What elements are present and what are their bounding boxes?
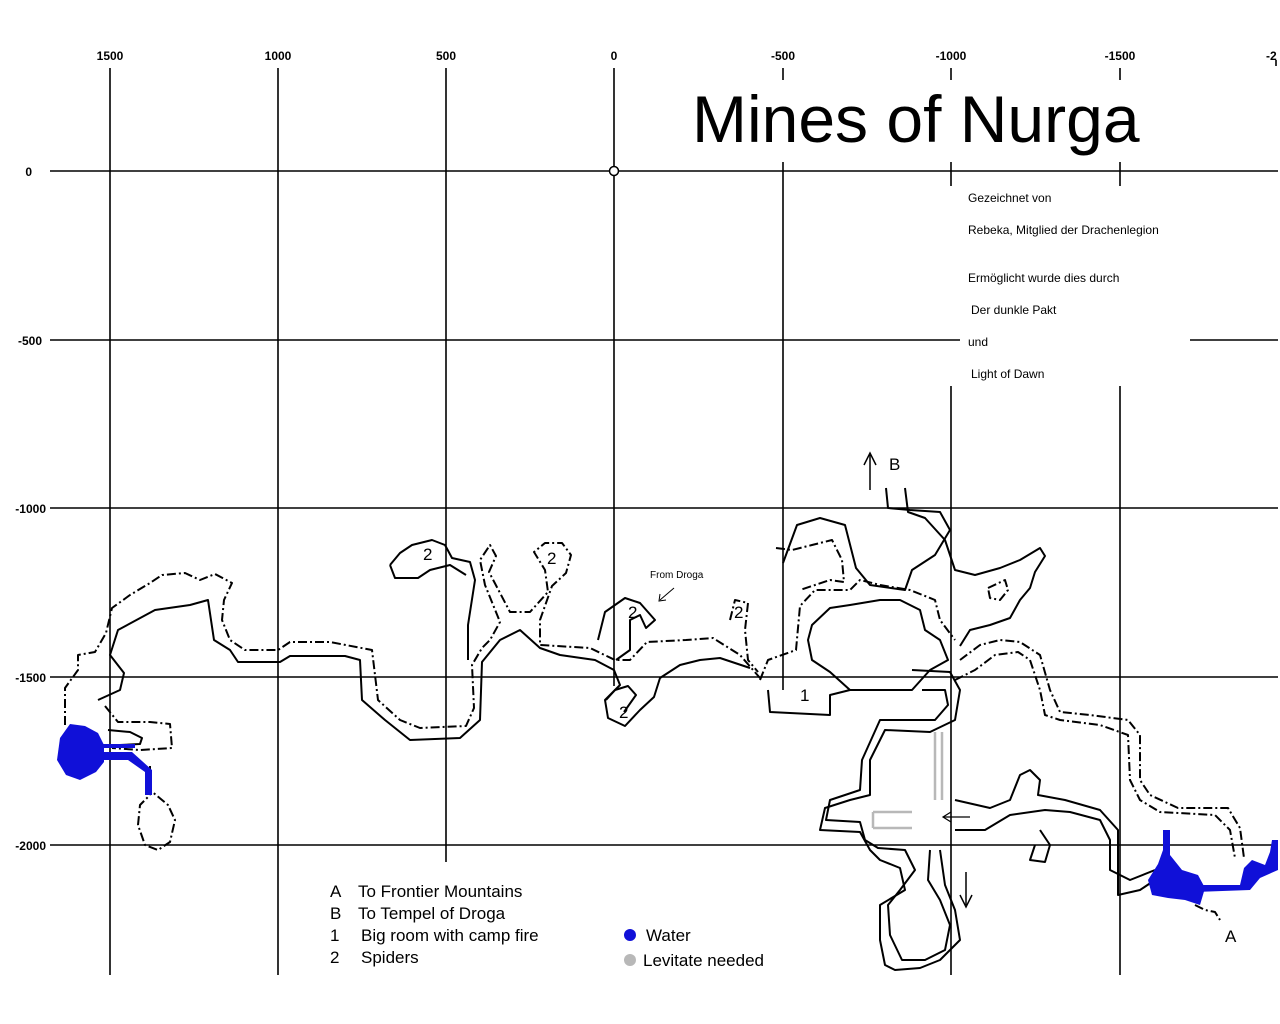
water-legend-dot bbox=[624, 929, 636, 941]
tunnel-wall bbox=[104, 705, 173, 751]
tunnel-wall bbox=[955, 809, 1156, 881]
x-tick-label: -1000 bbox=[936, 49, 967, 63]
y-tick-label: -500 bbox=[18, 334, 42, 348]
marker-spider: 2 bbox=[628, 603, 637, 622]
water-channel-west-top bbox=[100, 744, 135, 748]
legend-text: Big room with camp fire bbox=[361, 926, 539, 945]
legend-text: To Tempel of Droga bbox=[358, 904, 506, 923]
from-droga-label: From Droga bbox=[650, 570, 704, 581]
tunnel-wall bbox=[1194, 904, 1221, 921]
levitate-shaft bbox=[871, 810, 912, 830]
legend-text: To Frontier Mountains bbox=[358, 882, 522, 901]
tunnel-wall bbox=[97, 599, 751, 741]
from-droga-arrow bbox=[659, 587, 675, 601]
y-axis-labels: 0 -500 -1000 -1500 -2000 bbox=[15, 165, 46, 853]
room-wall bbox=[782, 487, 951, 591]
tunnel-wall bbox=[819, 669, 961, 971]
levitate-shaft bbox=[933, 732, 944, 800]
tunnel-wall bbox=[959, 639, 1245, 859]
legend-key: B bbox=[330, 904, 341, 923]
map-title: Mines of Nurga bbox=[692, 82, 1140, 156]
water-areas bbox=[57, 724, 1278, 905]
legend-key: 1 bbox=[330, 926, 339, 945]
credits-block: Gezeichnet von Rebeka, Mitglied der Drac… bbox=[968, 191, 1159, 381]
x-tick-label: 0 bbox=[611, 49, 618, 63]
room-wall bbox=[987, 579, 1009, 601]
tunnel-wall bbox=[729, 599, 759, 673]
y-tick-label: -2000 bbox=[15, 839, 46, 853]
marker-room-1: 1 bbox=[800, 686, 809, 705]
arrow-up-icon bbox=[863, 451, 877, 466]
y-tick-label: 0 bbox=[25, 165, 32, 179]
tunnel-wall bbox=[389, 539, 476, 660]
map-markers: B A 1 2 2 2 2 2 From Droga bbox=[423, 451, 1237, 946]
water-pool-east bbox=[1148, 830, 1205, 905]
tunnel-wall bbox=[825, 689, 951, 961]
tunnel-wall bbox=[137, 766, 176, 851]
credit-line: und bbox=[968, 335, 988, 349]
title-backdrop bbox=[690, 82, 1150, 160]
room-wall bbox=[775, 539, 845, 591]
x-tick-label: -2 bbox=[1266, 49, 1277, 63]
credit-line: Light of Dawn bbox=[971, 367, 1044, 381]
coordinate-grid bbox=[50, 60, 1278, 975]
tunnel-wall bbox=[107, 729, 143, 746]
tunnel-wall bbox=[597, 597, 656, 661]
levitate-sections bbox=[871, 732, 944, 830]
marker-spider: 2 bbox=[619, 703, 628, 722]
levitate-legend-dot bbox=[624, 954, 636, 966]
water-channel-east bbox=[1195, 840, 1278, 892]
x-tick-label: 1500 bbox=[97, 49, 124, 63]
levitate-legend-label: Levitate needed bbox=[643, 951, 764, 970]
arrow-down-icon bbox=[959, 894, 973, 909]
tunnel-wall bbox=[954, 651, 1236, 859]
origin-marker bbox=[608, 165, 620, 177]
cave-tunnels bbox=[64, 487, 1245, 971]
marker-spider: 2 bbox=[734, 603, 743, 622]
marker-b: B bbox=[889, 455, 900, 474]
legend: A To Frontier Mountains B To Tempel of D… bbox=[330, 882, 764, 970]
water-channel-west bbox=[100, 752, 152, 795]
from-droga-arrow-icon bbox=[658, 593, 667, 602]
tunnel-wall bbox=[1029, 829, 1051, 863]
credit-line: Der dunkle Pakt bbox=[971, 303, 1057, 317]
tunnel-wall bbox=[64, 542, 761, 729]
credits-backdrop bbox=[960, 186, 1190, 386]
arrow-left-icon bbox=[941, 811, 952, 823]
legend-key: 2 bbox=[330, 948, 339, 967]
room-wall bbox=[759, 579, 956, 681]
x-tick-label: -1500 bbox=[1105, 49, 1136, 63]
x-tick-label: 1000 bbox=[265, 49, 292, 63]
legend-key: A bbox=[330, 882, 342, 901]
legend-text: Spiders bbox=[361, 948, 419, 967]
x-tick-label: -500 bbox=[771, 49, 795, 63]
x-tick-label: 500 bbox=[436, 49, 456, 63]
room-wall bbox=[767, 599, 949, 716]
y-tick-label: -1500 bbox=[15, 671, 46, 685]
marker-spider: 2 bbox=[547, 549, 556, 568]
tunnel-wall bbox=[954, 769, 1156, 896]
credit-line: Gezeichnet von bbox=[968, 191, 1051, 205]
marker-a: A bbox=[1225, 927, 1237, 946]
x-axis-labels: 1500 1000 500 0 -500 -1000 -1500 -2 bbox=[97, 49, 1277, 63]
tunnel-wall bbox=[389, 564, 467, 579]
y-tick-label: -1000 bbox=[15, 502, 46, 516]
credit-line: Rebeka, Mitglied der Drachenlegion bbox=[968, 223, 1159, 237]
room-wall bbox=[904, 487, 1046, 647]
credit-line: Ermöglicht wurde dies durch bbox=[968, 271, 1119, 285]
water-legend-label: Water bbox=[646, 926, 691, 945]
water-pool-west bbox=[57, 724, 104, 780]
marker-spider: 2 bbox=[423, 545, 432, 564]
tunnel-wall bbox=[605, 685, 637, 713]
